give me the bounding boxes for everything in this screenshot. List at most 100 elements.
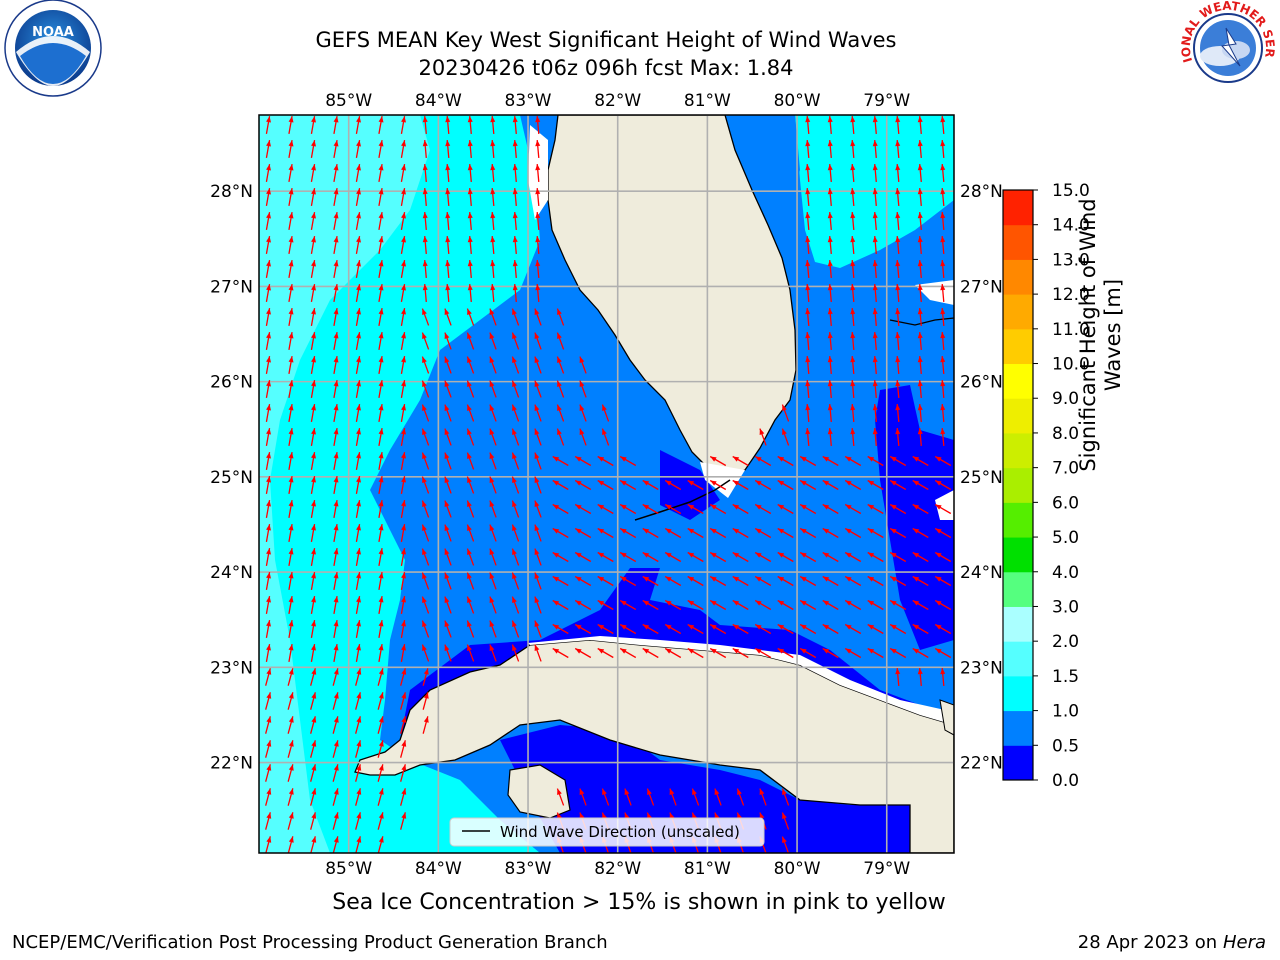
wave-vector [822, 575, 839, 587]
wave-vector [534, 380, 542, 398]
wave-vector [664, 623, 682, 635]
wave-vector [421, 620, 430, 638]
wave-vector [490, 163, 496, 183]
wave-vector [310, 116, 316, 134]
wave-vector [400, 812, 407, 830]
wave-vector [867, 455, 884, 467]
colorbar-segment [1003, 398, 1033, 434]
wave-vector [333, 188, 339, 206]
wave-vector [489, 452, 497, 470]
wave-vector [732, 623, 749, 635]
wave-vector [777, 527, 794, 539]
wave-vector [265, 668, 272, 686]
wave-vector [400, 476, 406, 494]
wave-vector [355, 332, 361, 350]
wave-vector [574, 599, 592, 611]
wave-vector [310, 452, 316, 470]
colorbar-tick-label: 11.0 [1052, 320, 1090, 340]
wave-vector [535, 163, 541, 183]
wave-vector [934, 647, 952, 659]
wave-vector [556, 356, 565, 374]
wave-vector [934, 479, 952, 491]
wave-vector [287, 716, 294, 734]
wave-vector [400, 308, 406, 326]
wave-vector [664, 527, 682, 539]
wave-vector [378, 476, 384, 494]
wave-vector [732, 479, 749, 491]
wave-vector [444, 596, 452, 614]
wave-vector [445, 187, 451, 207]
lon-label-bottom: 80°W [774, 859, 821, 879]
wave-vector [288, 284, 294, 302]
wave-vector [895, 139, 901, 159]
colorbar-segment [1003, 432, 1033, 469]
wave-vector [822, 551, 839, 563]
wave-vector [781, 404, 790, 422]
wave-vector [288, 620, 294, 638]
wave-vector [827, 187, 833, 207]
wave-vector [355, 308, 361, 326]
wave-vector [489, 404, 497, 422]
wave-vector [422, 163, 428, 183]
wave-vector [400, 164, 406, 182]
wave-vector [400, 716, 407, 734]
wave-vector [288, 260, 294, 278]
colorbar-tick-label: 12.0 [1052, 285, 1090, 305]
noaa-logo-text: NOAA [32, 25, 74, 40]
wave-vector [265, 716, 272, 734]
wave-vector [355, 668, 362, 686]
wave-vector [714, 788, 722, 806]
wave-vector [422, 259, 428, 279]
wave-vector [333, 596, 339, 614]
wave-vector [490, 187, 496, 207]
wave-vector [597, 647, 614, 659]
wave-vector [310, 716, 317, 734]
wave-vector [333, 356, 339, 374]
wave-vector [624, 788, 632, 806]
wave-vector [378, 524, 384, 542]
wave-vector [310, 788, 317, 806]
wave-vector [355, 428, 361, 446]
wave-vector [895, 187, 901, 207]
wave-vector [597, 527, 614, 539]
wave-vector [288, 164, 294, 182]
wave-vector [822, 647, 839, 659]
wave-vector [310, 620, 316, 638]
wave-vector [799, 503, 817, 515]
wave-vector [400, 500, 406, 518]
wave-vector [940, 115, 946, 135]
wave-vector [754, 599, 772, 611]
wave-vector [422, 115, 428, 135]
wave-vector [777, 503, 794, 515]
wave-vector [912, 575, 929, 587]
footer-host: Hera [1222, 932, 1266, 953]
wave-vector [265, 812, 272, 830]
wave-vector [844, 623, 862, 635]
wave-vector [287, 740, 294, 758]
wave-vector [445, 283, 451, 303]
wave-vector [556, 380, 565, 398]
wave-vector [850, 259, 856, 279]
wave-vector [444, 524, 452, 542]
wave-vector [512, 115, 518, 135]
wave-vector [754, 551, 772, 563]
wave-vector [664, 599, 682, 611]
colorbar-tick-label: 0.0 [1052, 771, 1079, 791]
wave-vector [827, 115, 833, 135]
wave-vector [895, 211, 901, 231]
wave-vector [265, 836, 272, 853]
wave-vector [310, 260, 316, 278]
wave-vector [552, 479, 569, 491]
wave-vector [556, 308, 565, 326]
wave-vector [265, 380, 271, 398]
wave-vector [511, 452, 520, 470]
lat-label-left: 23°N [210, 658, 253, 678]
wave-vector [619, 479, 637, 491]
wave-vector [288, 308, 294, 326]
wave-vector [332, 740, 339, 758]
wave-vector [934, 527, 952, 539]
wave-vector [781, 836, 790, 853]
wave-vector [736, 788, 745, 806]
wave-vector [288, 212, 294, 230]
wave-vector [552, 503, 569, 515]
